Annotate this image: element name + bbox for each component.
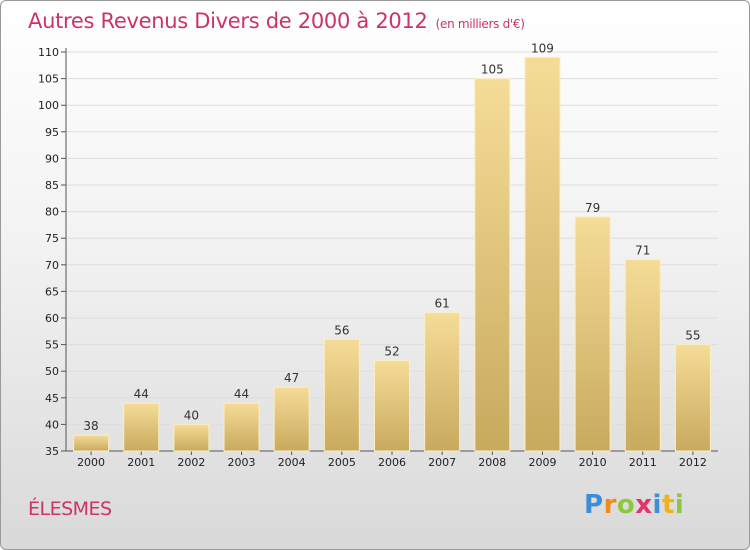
logo-letter: P	[584, 490, 604, 520]
data-label: 61	[435, 297, 450, 311]
data-label: 52	[384, 345, 399, 359]
bar	[223, 402, 260, 452]
bar	[524, 56, 561, 452]
bar	[173, 423, 210, 452]
data-label: 56	[334, 323, 349, 337]
y-tick-label: 90	[45, 152, 59, 165]
y-tick-label: 65	[45, 285, 59, 298]
data-label: 47	[284, 371, 299, 385]
x-tick-label: 2001	[127, 456, 155, 469]
bar	[674, 344, 711, 452]
data-label: 40	[184, 408, 199, 422]
y-tick-label: 75	[45, 232, 59, 245]
logo-letter: i	[652, 490, 662, 520]
logo-letter: o	[616, 490, 636, 520]
x-tick-label: 2011	[629, 456, 657, 469]
x-tick-label: 2003	[228, 456, 256, 469]
y-tick-label: 80	[45, 206, 59, 219]
data-label: 44	[134, 387, 149, 401]
logo-letter: r	[603, 490, 617, 520]
y-tick-label: 95	[45, 126, 59, 139]
logo-letter: i	[674, 490, 685, 520]
bar	[374, 360, 410, 452]
bar	[424, 312, 461, 452]
bar	[474, 78, 511, 452]
y-tick-label: 70	[45, 259, 59, 272]
x-tick-label: 2008	[478, 456, 506, 469]
commune-name: ÉLESMES	[28, 498, 112, 520]
y-tick-label: 55	[45, 339, 59, 352]
y-tick-label: 40	[45, 418, 59, 431]
chart-title-unit: (en milliers d'€)	[435, 17, 525, 31]
bar	[73, 434, 110, 452]
logo-letter: t	[661, 490, 675, 520]
bar	[123, 402, 160, 452]
chart-title-text: Autres Revenus Divers de 2000 à 2012	[28, 9, 428, 33]
x-tick-label: 2010	[579, 456, 607, 469]
chart-title: Autres Revenus Divers de 2000 à 2012 (en …	[28, 9, 525, 33]
bar	[323, 338, 360, 452]
x-tick-label: 2002	[177, 456, 205, 469]
y-tick-label: 60	[45, 312, 59, 325]
bar	[574, 216, 611, 452]
x-tick-label: 2000	[77, 456, 105, 469]
y-tick-label: 85	[45, 179, 59, 192]
x-tick-label: 2007	[428, 456, 456, 469]
x-tick-label: 2009	[528, 456, 556, 469]
y-tick-label: 35	[45, 445, 59, 458]
data-label: 71	[635, 243, 650, 257]
data-label: 44	[234, 387, 249, 401]
data-label: 105	[481, 63, 504, 77]
x-tick-label: 2006	[378, 456, 406, 469]
bars	[73, 56, 711, 452]
y-tick-label: 50	[45, 365, 59, 378]
x-tick-label: 2012	[679, 456, 707, 469]
logo-letter: x	[635, 490, 653, 520]
y-tick-label: 45	[45, 392, 59, 405]
data-label: 38	[83, 419, 98, 433]
x-tick-label: 2004	[278, 456, 306, 469]
data-label: 109	[531, 41, 554, 55]
data-label: 79	[585, 201, 600, 215]
bar	[273, 386, 310, 452]
data-label: 55	[685, 329, 700, 343]
proxiti-logo[interactable]: Proxiti	[584, 490, 684, 520]
y-tick-label: 110	[38, 46, 59, 59]
x-tick-label: 2005	[328, 456, 356, 469]
bar	[624, 258, 661, 452]
labels: 35 40 45 50 55 60 65 70 75 80 85 90 95 100 105 110 38 200…	[38, 41, 707, 469]
y-tick-label: 100	[38, 99, 59, 112]
y-tick-label: 105	[38, 73, 59, 86]
